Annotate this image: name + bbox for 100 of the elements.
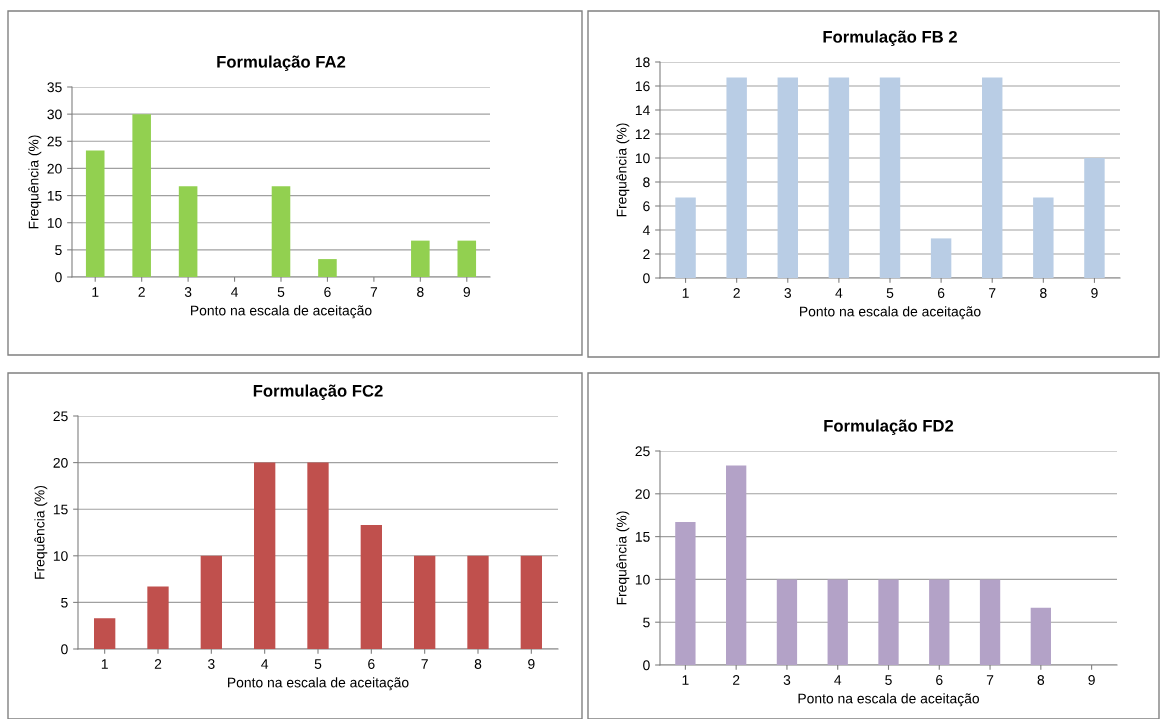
x-tick-label: 8 — [1040, 288, 1047, 298]
bar — [411, 240, 430, 277]
x-tick-label: 6 — [368, 659, 375, 669]
x-tick-label: 2 — [154, 659, 162, 669]
y-tick-label: 10 — [53, 551, 68, 561]
bar — [827, 579, 848, 665]
x-tick-label: 4 — [231, 287, 239, 297]
y-tick-label: 0 — [643, 273, 650, 284]
bar — [777, 77, 798, 278]
bar — [147, 586, 169, 649]
bar — [982, 77, 1003, 278]
y-tick-label: 15 — [635, 532, 650, 542]
x-axis-title: Ponto na escala de aceitação — [800, 306, 981, 320]
y-axis-title: Frequência (%) — [616, 511, 630, 605]
bar — [1033, 197, 1054, 278]
x-tick-label: 5 — [314, 659, 322, 669]
bar — [457, 240, 477, 277]
chart-title: Formulação FB 2 — [823, 30, 957, 47]
bar — [178, 186, 198, 277]
y-tick-label: 14 — [635, 105, 650, 116]
y-tick-label: 35 — [47, 82, 62, 93]
x-tick-label: 4 — [834, 675, 842, 685]
x-tick-label: 7 — [370, 287, 378, 297]
bar — [414, 555, 436, 649]
bar — [776, 579, 798, 665]
bar — [930, 238, 952, 278]
y-tick-label: 18 — [635, 57, 650, 68]
bar — [879, 77, 901, 278]
y-tick-label: 20 — [53, 457, 68, 468]
bar — [828, 77, 850, 278]
chart-title: Formulação FC2 — [253, 384, 383, 401]
bar — [1030, 607, 1051, 665]
y-tick-label: 15 — [47, 191, 62, 201]
x-tick-label: 9 — [1088, 675, 1095, 685]
y-tick-label: 30 — [47, 109, 62, 120]
x-tick-label: 9 — [463, 287, 470, 297]
chart-title: Formulação FD2 — [824, 419, 954, 436]
x-tick-label: 2 — [733, 675, 740, 685]
x-tick-label: 6 — [324, 287, 331, 297]
x-tick-label: 9 — [528, 659, 535, 669]
x-tick-label: 1 — [92, 287, 99, 297]
y-tick-label: 10 — [635, 153, 650, 164]
bar — [726, 77, 747, 278]
bar — [726, 465, 747, 665]
y-tick-label: 0 — [61, 644, 68, 655]
y-tick-label: 25 — [47, 136, 62, 147]
bar — [467, 555, 489, 649]
x-tick-label: 3 — [783, 675, 791, 685]
x-tick-label: 1 — [682, 675, 689, 685]
y-tick-label: 20 — [635, 489, 650, 499]
x-tick-label: 9 — [1091, 288, 1098, 298]
y-tick-label: 5 — [61, 597, 68, 608]
x-tick-label: 6 — [937, 288, 945, 298]
y-tick-label: 8 — [643, 177, 650, 188]
y-axis-title: Frequência (%) — [616, 123, 630, 217]
bar — [254, 462, 276, 649]
x-tick-label: 8 — [417, 287, 424, 297]
bar — [929, 579, 950, 665]
x-axis-title: Ponto na escala de aceitação — [191, 305, 372, 319]
bar — [675, 197, 696, 278]
y-tick-label: 10 — [47, 218, 62, 228]
y-tick-label: 2 — [643, 249, 650, 260]
x-tick-label: 7 — [989, 288, 996, 298]
y-tick-label: 0 — [643, 660, 650, 671]
x-tick-label: 7 — [986, 675, 994, 685]
y-tick-label: 12 — [635, 129, 650, 140]
x-tick-label: 8 — [474, 659, 482, 669]
y-axis-title: Frequência (%) — [28, 135, 42, 229]
x-axis-title: Ponto na escala de aceitação — [228, 677, 409, 691]
bar — [132, 114, 151, 277]
bar — [85, 150, 105, 277]
y-tick-label: 6 — [643, 201, 650, 212]
bar — [878, 579, 899, 665]
x-tick-label: 3 — [184, 287, 192, 297]
x-tick-label: 3 — [208, 659, 215, 669]
y-tick-label: 0 — [55, 272, 62, 283]
y-tick-label: 5 — [55, 245, 62, 256]
y-axis-title: Frequência (%) — [34, 485, 48, 579]
y-tick-label: 4 — [642, 225, 650, 236]
bar — [979, 579, 1001, 665]
bar — [675, 522, 696, 665]
x-tick-label: 4 — [835, 288, 843, 298]
y-tick-label: 15 — [53, 504, 68, 515]
bar — [94, 618, 116, 649]
y-tick-label: 25 — [53, 411, 68, 422]
x-tick-label: 5 — [885, 675, 892, 685]
x-tick-label: 3 — [784, 288, 792, 298]
bar — [1084, 158, 1105, 278]
x-tick-label: 6 — [936, 675, 943, 685]
x-tick-label: 8 — [1037, 675, 1045, 685]
x-tick-label: 5 — [886, 288, 894, 298]
x-tick-label: 4 — [261, 659, 269, 669]
chart-title: Formulação FA2 — [217, 55, 346, 72]
y-tick-label: 20 — [47, 163, 62, 174]
bar — [271, 186, 291, 277]
bar — [360, 525, 382, 649]
bar — [520, 555, 542, 649]
y-tick-label: 10 — [635, 574, 650, 585]
y-tick-label: 5 — [643, 617, 650, 628]
x-tick-label: 2 — [138, 287, 145, 297]
